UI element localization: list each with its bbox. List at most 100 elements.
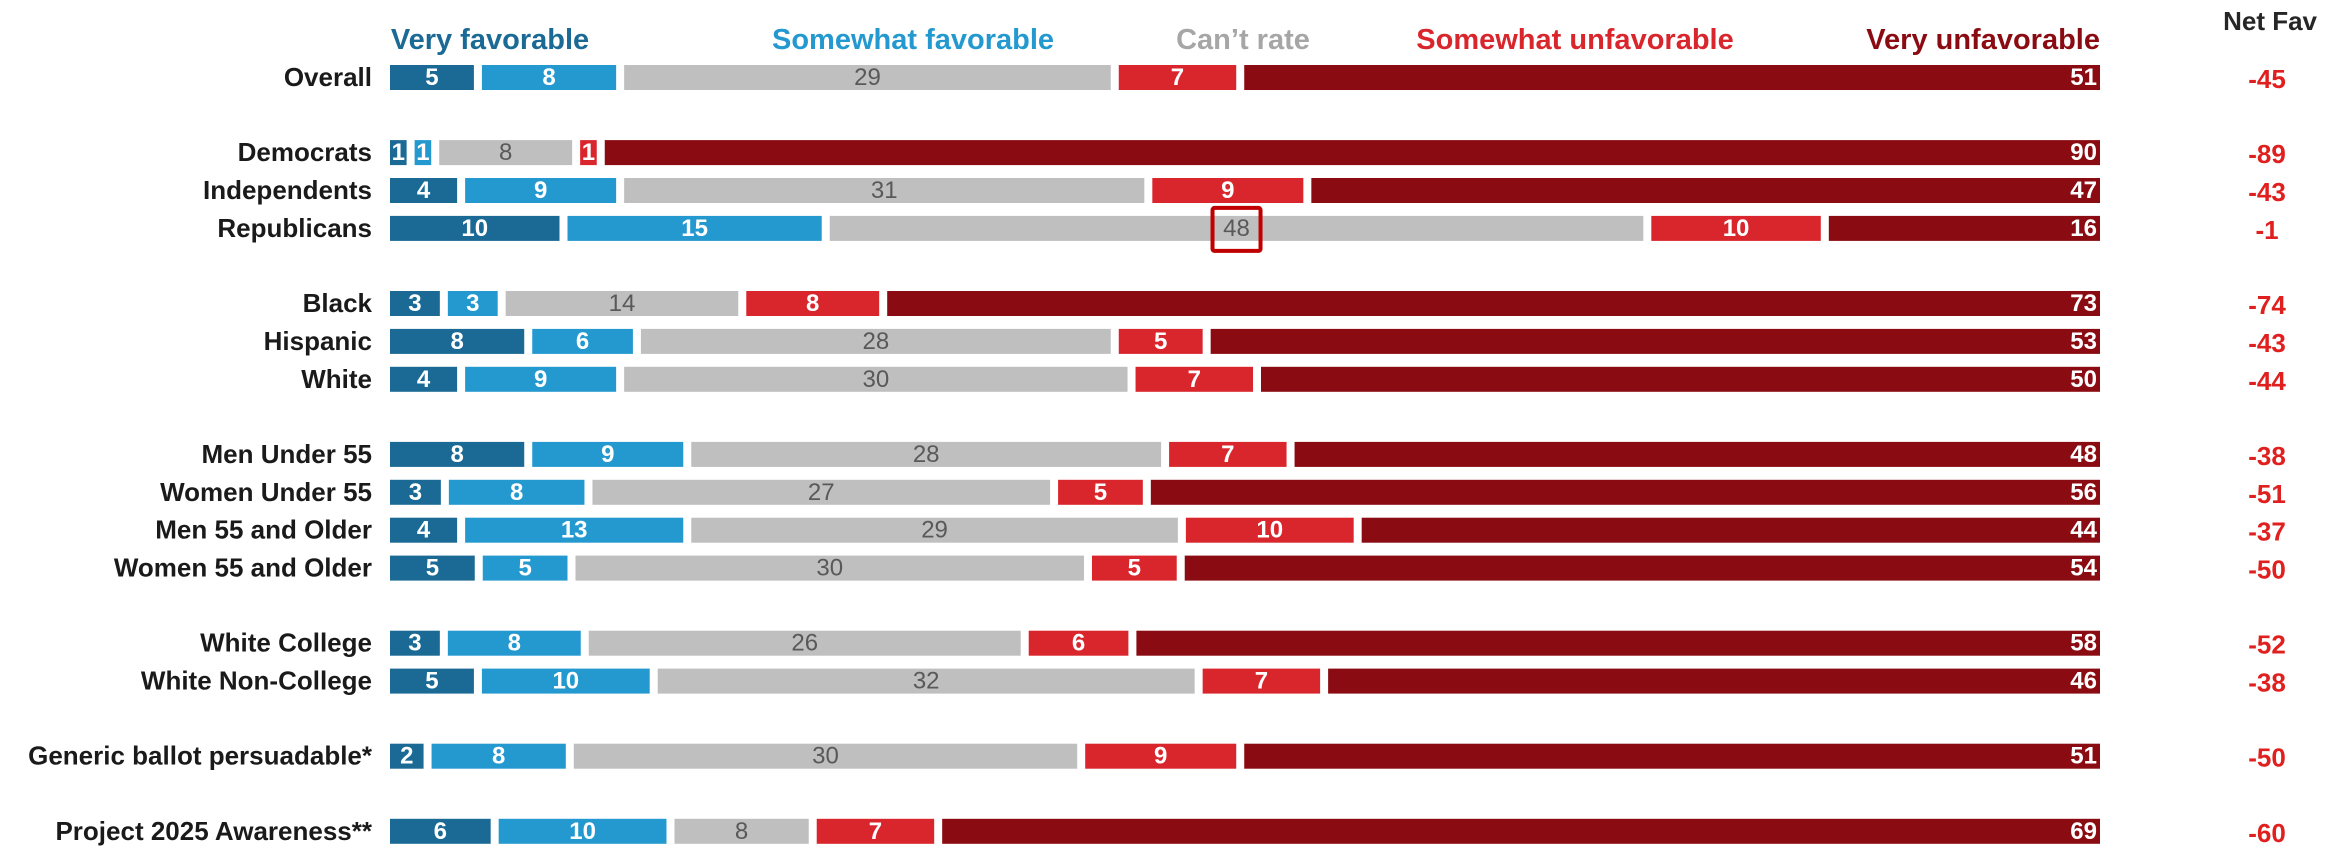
net-fav-value: -1 xyxy=(2255,215,2278,245)
bar-can-t-rate xyxy=(439,140,573,166)
bar-value-label: 29 xyxy=(854,64,881,91)
bar-very-favorable xyxy=(390,517,458,543)
net-fav-value: -89 xyxy=(2248,139,2286,169)
bar-very-unfavorable xyxy=(604,140,2100,166)
chart-row-white-college: White College 3 8 26 6 58 -52 xyxy=(200,628,2286,660)
bar-value-label: 8 xyxy=(806,290,819,317)
bar-somewhat-favorable xyxy=(567,215,822,241)
bar-very-unfavorable xyxy=(1328,668,2100,694)
legend: Very favorable Somewhat favorable Can’t ra… xyxy=(391,24,2100,56)
bar-very-unfavorable xyxy=(1244,743,2100,769)
chart-row-hispanic: Hispanic 8 6 28 5 53 -43 xyxy=(264,326,2286,358)
bar-value-label: 7 xyxy=(1171,64,1184,91)
bar-somewhat-unfavorable xyxy=(1651,215,1821,241)
bar-value-label: 9 xyxy=(601,441,614,468)
bar-very-favorable xyxy=(390,555,475,581)
bar-very-unfavorable xyxy=(1210,328,2100,354)
bar-somewhat-favorable xyxy=(482,555,568,581)
bar-value-label: 4 xyxy=(417,366,431,393)
bar-value-label: 4 xyxy=(417,517,431,544)
chart-row-independents: Independents 4 9 31 9 47 -43 xyxy=(203,175,2286,207)
net-fav-value: -74 xyxy=(2248,290,2286,320)
bar-very-unfavorable xyxy=(1244,65,2100,90)
bar-value-label: 50 xyxy=(2070,366,2097,393)
legend-item-can-t-rate: Can’t rate xyxy=(1176,24,1310,56)
bar-can-t-rate xyxy=(691,441,1162,467)
bar-value-label: 9 xyxy=(1154,743,1167,770)
bar-can-t-rate xyxy=(624,178,1145,203)
bar-can-t-rate xyxy=(573,743,1078,769)
bar-very-favorable xyxy=(390,668,474,694)
bar-somewhat-favorable xyxy=(481,65,617,90)
bar-value-label: 9 xyxy=(534,366,547,393)
net-fav-value: -38 xyxy=(2248,668,2286,698)
row-label: White xyxy=(301,364,372,394)
bar-value-label: 9 xyxy=(1221,177,1234,204)
bar-value-label: 10 xyxy=(1723,215,1750,242)
bar-value-label: 6 xyxy=(434,818,447,845)
chart-row-project-2025-awareness: Project 2025 Awareness** 6 10 8 7 69 -60 xyxy=(55,816,2285,848)
bar-very-favorable xyxy=(390,366,458,392)
bar-can-t-rate xyxy=(575,555,1084,581)
chart-row-overall: Overall 5 8 29 7 51 -45 xyxy=(284,62,2286,94)
net-fav-value: -50 xyxy=(2248,555,2286,585)
bar-value-label: 13 xyxy=(561,517,588,544)
bar-somewhat-unfavorable xyxy=(580,140,597,166)
chart-row-republicans: Republicans 10 15 48 10 16 -1 xyxy=(217,205,2279,253)
bar-can-t-rate xyxy=(691,517,1178,543)
bar-value-label: 6 xyxy=(1072,630,1085,657)
net-fav-value: -37 xyxy=(2248,517,2286,547)
chart-row-women-55-and-older: Women 55 and Older 5 5 30 5 54 -50 xyxy=(114,553,2286,585)
net-fav-value: -45 xyxy=(2248,64,2286,94)
bar-very-unfavorable xyxy=(942,818,2101,844)
bar-value-label: 58 xyxy=(2070,630,2097,657)
bar-very-unfavorable xyxy=(1828,215,2100,241)
bar-value-label: 48 xyxy=(2070,441,2097,468)
bar-value-label: 47 xyxy=(2070,177,2097,204)
row-label: Democrats xyxy=(238,137,372,167)
bar-value-label: 6 xyxy=(576,328,589,355)
bar-value-label: 10 xyxy=(552,668,579,695)
bar-can-t-rate xyxy=(674,818,809,844)
bar-value-label: 31 xyxy=(871,177,898,204)
bar-somewhat-unfavorable xyxy=(1085,743,1237,769)
bar-value-label: 8 xyxy=(450,441,463,468)
bar-somewhat-favorable xyxy=(465,178,617,203)
bar-very-unfavorable xyxy=(1311,178,2100,203)
legend-item-somewhat-unfavorable: Somewhat unfavorable xyxy=(1416,24,1733,56)
bar-value-label: 10 xyxy=(461,215,488,242)
bar-somewhat-favorable xyxy=(414,140,432,166)
bar-value-label: 10 xyxy=(569,818,596,845)
bar-somewhat-unfavorable xyxy=(1091,555,1177,581)
bar-value-label: 29 xyxy=(921,517,948,544)
bar-somewhat-favorable xyxy=(448,479,585,505)
bar-value-label: 51 xyxy=(2070,743,2097,770)
bar-somewhat-favorable xyxy=(431,743,566,769)
bar-somewhat-favorable xyxy=(481,668,650,694)
bar-value-label: 3 xyxy=(409,479,422,506)
chart-row-black: Black 3 3 14 8 73 -74 xyxy=(303,288,2287,320)
bar-value-label: 26 xyxy=(791,630,818,657)
bar-very-unfavorable xyxy=(1150,479,2100,505)
bar-value-label: 5 xyxy=(425,64,438,91)
bar-value-label: 8 xyxy=(450,328,463,355)
chart-row-democrats: Democrats 1 1 8 1 90 -89 xyxy=(238,137,2286,169)
bar-can-t-rate xyxy=(829,215,1644,241)
bar-very-favorable xyxy=(390,818,491,844)
bar-can-t-rate xyxy=(657,668,1195,694)
bar-somewhat-unfavorable xyxy=(1152,178,1304,203)
bar-value-label: 27 xyxy=(808,479,835,506)
bar-very-unfavorable xyxy=(1294,441,2100,467)
net-fav-value: -60 xyxy=(2248,818,2286,848)
bar-value-label: 90 xyxy=(2070,139,2097,166)
bar-value-label: 69 xyxy=(2070,818,2097,845)
bar-value-label: 5 xyxy=(518,555,531,582)
bar-very-unfavorable xyxy=(887,291,2101,316)
bar-value-label: 3 xyxy=(408,290,421,317)
bar-value-label: 7 xyxy=(1188,366,1201,393)
bar-value-label: 14 xyxy=(609,290,636,317)
bar-value-label: 30 xyxy=(816,555,843,582)
net-fav-value: -43 xyxy=(2248,328,2286,358)
